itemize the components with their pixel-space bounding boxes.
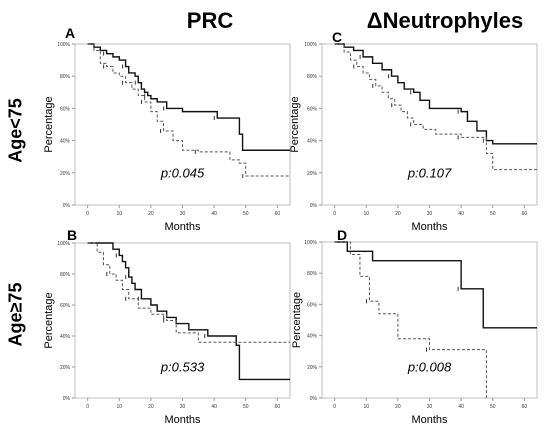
x-tick-label-a: 10 [116,211,122,217]
x-tick-label-a: 60 [275,211,281,217]
p-value-b: p:0.533 [160,360,205,375]
y-tick-label-a: 60% [60,106,71,112]
y-tick-label-d: 20% [307,365,318,371]
survival-curve-dashed-c [334,43,537,171]
y-tick-label-d: 80% [307,271,318,277]
x-tick-label-c: 50 [490,211,496,217]
x-tick-label-c: 60 [522,211,528,217]
x-tick-label-d: 30 [427,404,433,410]
x-tick-label-b: 10 [116,404,122,410]
y-tick-label-c: 100% [304,42,317,48]
x-tick-label-a: 30 [180,211,186,217]
x-tick-label-b: 0 [86,404,89,410]
y-tick-label-c: 60% [307,106,318,112]
y-tick-label-a: 20% [60,171,71,177]
x-tick-label-d: 40 [458,404,464,410]
y-tick-label-c: 0% [310,203,318,209]
survival-curve-solid-b [87,242,290,381]
plot-frame-b [74,242,291,399]
y-tick-label-b: 40% [60,334,71,340]
panel-letter-b: B [67,227,77,243]
survival-curve-dashed-b [87,242,290,343]
x-tick-label-d: 10 [363,404,369,410]
y-tick-label-d: 100% [304,240,317,246]
y-axis-label-a: Percentage [43,96,55,152]
y-tick-label-a: 0% [63,203,71,209]
y-tick-label-b: 100% [57,241,70,247]
p-value-d: p:0.008 [407,359,452,374]
x-tick-label-b: 40 [211,404,217,410]
y-tick-label-b: 80% [60,272,71,278]
y-tick-label-c: 40% [307,139,318,145]
x-axis-label-c: Months [411,221,448,233]
y-tick-label-a: 40% [60,139,71,145]
survival-curve-solid-c [334,43,537,145]
x-tick-label-c: 10 [363,211,369,217]
column-title-prc: PRC [186,8,234,33]
x-tick-label-a: 40 [211,211,217,217]
x-axis-label-b: Months [164,414,201,426]
x-tick-label-d: 0 [333,404,336,410]
x-tick-label-c: 20 [395,211,401,217]
panel-letter-d: D [337,227,347,243]
x-tick-label-d: 60 [522,404,528,410]
y-tick-label-c: 20% [307,171,318,177]
x-tick-label-a: 20 [148,211,154,217]
x-tick-label-c: 40 [458,211,464,217]
column-title-neutrophyles: ΔNeutrophyles [366,8,524,33]
survival-curve-solid-d [334,241,537,329]
x-tick-label-a: 50 [243,211,249,217]
x-tick-label-d: 20 [395,404,401,410]
y-axis-label-c: Percentage [289,96,301,152]
x-axis-label-a: Months [164,221,201,233]
panel-letter-a: A [65,25,75,41]
y-tick-label-b: 60% [60,303,71,309]
plot-frame-d [321,241,538,399]
x-tick-label-b: 60 [275,404,281,410]
x-tick-label-b: 20 [148,404,154,410]
y-tick-label-c: 80% [307,74,318,80]
y-tick-label-a: 80% [60,74,71,80]
y-tick-label-d: 40% [307,334,318,340]
y-axis-label-b: Percentage [43,292,55,348]
y-axis-label-d: Percentage [291,292,303,348]
y-tick-label-d: 60% [307,302,318,308]
y-tick-label-b: 20% [60,365,71,371]
x-tick-label-b: 50 [243,404,249,410]
x-tick-label-c: 30 [427,211,433,217]
p-value-a: p:0.045 [160,166,205,181]
x-tick-label-c: 0 [333,211,336,217]
survival-curve-dashed-a [87,43,290,177]
panel-letter-c: C [332,29,342,45]
x-tick-label-a: 0 [86,211,89,217]
survival-curve-solid-a [87,43,290,151]
x-tick-label-b: 30 [180,404,186,410]
x-tick-label-d: 50 [490,404,496,410]
y-tick-label-a: 100% [57,42,70,48]
survival-curve-dashed-d [334,241,487,398]
plot-frame-a [74,43,291,206]
x-axis-label-d: Months [411,414,448,426]
y-tick-label-b: 0% [63,396,71,402]
y-tick-label-d: 0% [310,396,318,402]
p-value-c: p:0.107 [407,166,452,181]
